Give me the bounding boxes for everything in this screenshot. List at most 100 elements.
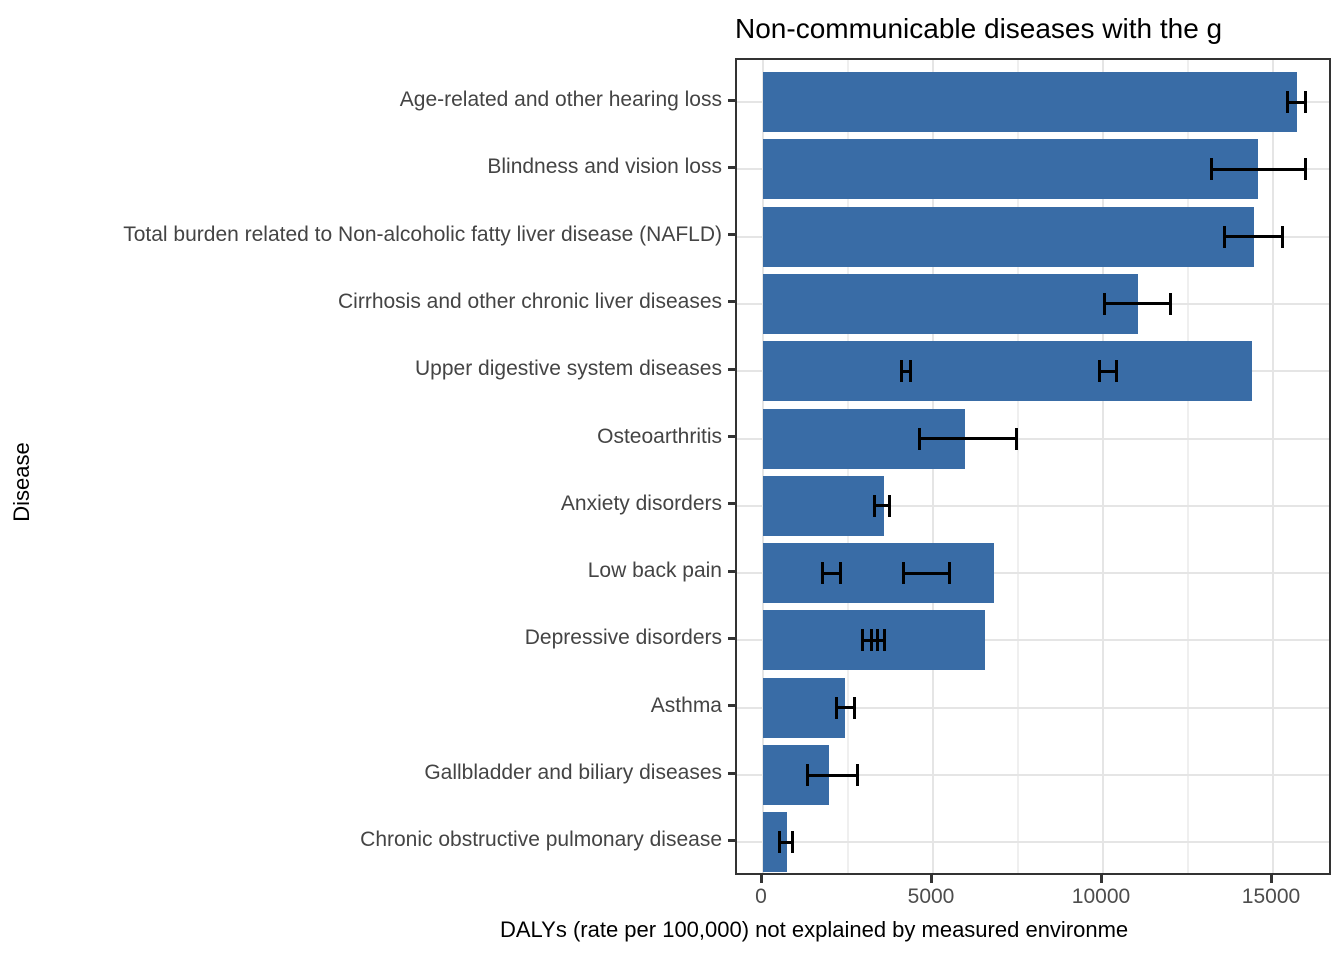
y-axis-tick <box>728 233 736 237</box>
y-axis-label: Chronic obstructive pulmonary disease <box>360 828 722 852</box>
y-axis-label: Low back pain <box>587 559 722 583</box>
bar <box>763 139 1258 200</box>
y-axis-tick <box>728 569 736 573</box>
error-bar-cap <box>870 629 874 652</box>
error-bar-cap <box>1102 292 1106 315</box>
y-axis-tick <box>728 636 736 640</box>
error-bar <box>779 840 793 844</box>
error-bar <box>807 773 858 777</box>
bar <box>763 341 1252 402</box>
bar <box>763 475 884 536</box>
y-axis-label: Anxiety disorders <box>560 491 722 515</box>
error-bar-cap <box>778 831 782 854</box>
bar <box>763 206 1255 267</box>
y-axis-label: Age-related and other hearing loss <box>399 88 722 111</box>
error-bar-cap <box>790 831 794 854</box>
bar <box>763 543 994 604</box>
error-bar-cap <box>1304 91 1308 113</box>
y-axis-label: Cirrhosis and other chronic liver diseas… <box>338 289 722 313</box>
error-bar <box>919 437 1017 440</box>
category-gridline <box>737 774 1329 776</box>
x-axis-tick <box>1269 875 1273 883</box>
error-bar-cap <box>1168 292 1172 315</box>
bar <box>763 812 787 873</box>
y-axis-tick <box>728 502 736 506</box>
x-axis-title: DALYs (rate per 100,000) not explained b… <box>500 917 1129 942</box>
error-bar-cap <box>883 629 887 652</box>
category-gridline <box>737 572 1329 575</box>
bar <box>763 273 1139 334</box>
y-axis-tick <box>728 98 736 102</box>
error-bar <box>903 571 950 575</box>
error-bar-cap <box>909 360 913 383</box>
error-bar-cap <box>948 562 952 585</box>
error-bar-cap <box>806 764 810 786</box>
error-bar-cap <box>899 360 903 383</box>
error-bar-cap <box>1097 360 1101 383</box>
y-axis-tick <box>728 165 736 169</box>
y-axis-tick <box>728 300 736 304</box>
y-axis-label: Upper digestive system diseases <box>415 357 722 381</box>
minor-gridline <box>1017 60 1019 873</box>
plot-panel <box>735 58 1331 875</box>
x-axis-tick <box>759 875 763 883</box>
error-bar-cap <box>834 696 838 719</box>
error-bar-cap <box>1115 360 1119 383</box>
category-gridline <box>737 706 1329 709</box>
error-bar-cap <box>917 427 921 450</box>
category-gridline <box>737 437 1329 440</box>
x-tick-label: 0 <box>755 885 767 908</box>
error-bar-cap <box>1015 427 1019 450</box>
error-bar-cap <box>901 562 905 585</box>
error-bar-cap <box>873 494 877 517</box>
error-bar <box>871 638 885 642</box>
chart-title: Non-communicable diseases with the g <box>735 13 1223 44</box>
x-tick-label: 5000 <box>907 885 955 908</box>
y-axis-tick <box>728 838 736 842</box>
error-bar-cap <box>839 562 843 585</box>
y-axis-label: Blindness and vision loss <box>487 155 722 179</box>
minor-gridline <box>1187 60 1189 873</box>
error-bar <box>901 369 911 373</box>
error-bar-cap <box>860 629 864 652</box>
bar <box>763 677 846 738</box>
error-bar <box>822 571 841 575</box>
bar <box>763 72 1297 132</box>
y-axis-label: Osteoarthritis <box>597 424 722 448</box>
x-axis-tick <box>1099 875 1103 883</box>
error-bar <box>862 638 878 642</box>
error-bar <box>1287 100 1306 104</box>
error-bar-cap <box>1223 225 1227 248</box>
x-axis-tick <box>929 875 933 883</box>
error-bar-cap <box>852 696 856 719</box>
error-bar <box>1104 302 1171 306</box>
error-bar-cap <box>1209 158 1213 181</box>
y-axis-tick <box>728 435 736 438</box>
x-tick-label: 15000 <box>1241 885 1301 908</box>
error-bar-cap <box>887 494 891 517</box>
y-axis-label: Total burden related to Non-alcoholic fa… <box>123 222 722 246</box>
error-bar <box>836 706 855 710</box>
major-gridline <box>1272 60 1274 873</box>
y-axis-label: Gallbladder and biliary diseases <box>424 761 722 784</box>
error-bar-cap <box>1281 225 1285 248</box>
error-bar-cap <box>856 764 860 786</box>
category-gridline <box>737 639 1329 642</box>
category-gridline <box>737 841 1329 844</box>
error-bar <box>874 504 890 508</box>
error-bar-cap <box>1304 158 1308 181</box>
y-axis-tick <box>728 367 736 371</box>
error-bar-cap <box>821 562 824 585</box>
y-axis-tick <box>728 704 736 708</box>
error-bar <box>1099 369 1117 373</box>
error-bar <box>1224 235 1283 239</box>
y-axis-label: Asthma <box>650 693 722 717</box>
category-gridline <box>737 504 1329 507</box>
y-axis-label: Depressive disorders <box>524 626 722 650</box>
error-bar <box>1211 167 1306 171</box>
error-bar-cap <box>1286 91 1290 113</box>
y-axis-tick <box>728 771 736 775</box>
major-gridline <box>1102 60 1104 873</box>
x-tick-label: 10000 <box>1071 885 1131 908</box>
